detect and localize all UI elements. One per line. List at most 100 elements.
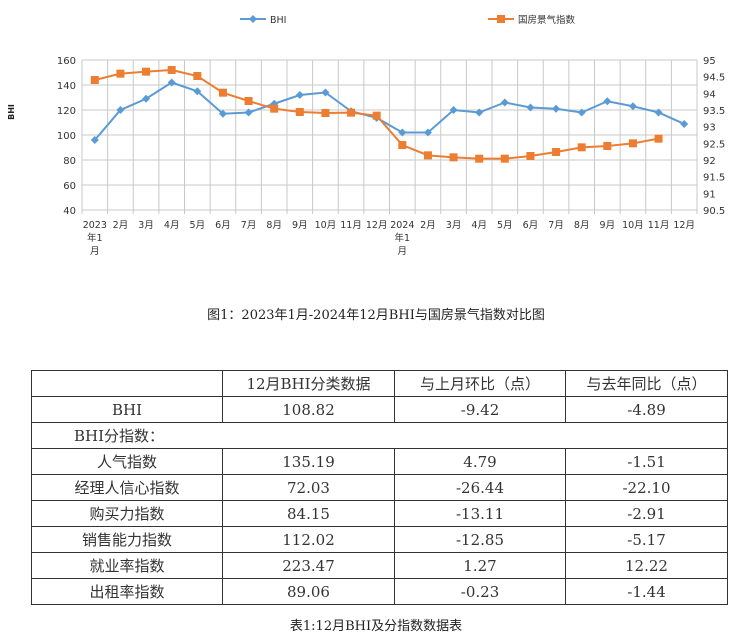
cell: -2.91 xyxy=(565,500,728,527)
data-point-marker xyxy=(90,76,99,84)
cell: 经理人信心指数 xyxy=(31,474,223,501)
x-tick-label-line: 2023 xyxy=(83,220,107,231)
data-point-marker xyxy=(628,102,637,111)
table-header-row: 12月BHI分类数据 与上月环比（点） 与去年同比（点） xyxy=(31,370,728,397)
y-tick-label: 60 xyxy=(63,181,76,192)
table-row: 经理人信心指数 72.03 -26.44 -22.10 xyxy=(31,474,728,501)
figure-caption: 图1：2023年1月-2024年12月BHI与国房景气指数对比图 xyxy=(207,308,545,323)
x-tick-label: 3月 xyxy=(446,220,462,231)
y2-tick-label: 91.5 xyxy=(703,173,725,184)
series-line-bhi xyxy=(94,81,685,141)
data-point-marker xyxy=(347,108,356,117)
legend-marker xyxy=(249,15,257,23)
data-point-marker xyxy=(218,109,227,118)
x-tick-label: 11月 xyxy=(340,220,362,231)
data-point-marker xyxy=(295,108,304,116)
cell: 135.19 xyxy=(222,448,395,475)
data-point-marker xyxy=(475,154,484,163)
data-point-marker xyxy=(167,78,176,87)
table-row: BHI分指数： xyxy=(31,422,728,449)
cell: 销售能力指数 xyxy=(31,526,223,553)
cell: -4.89 xyxy=(565,396,728,423)
y2-tick-label: 93 xyxy=(703,123,716,134)
y2-tick-label: 92 xyxy=(703,156,716,167)
header-cell: 与去年同比（点） xyxy=(565,370,728,397)
x-tick-label: 2月 xyxy=(420,220,436,231)
x-tick-label: 7月 xyxy=(241,220,257,231)
data-point-marker xyxy=(116,106,125,114)
cell: 12.22 xyxy=(565,552,728,579)
data-point-marker xyxy=(526,103,535,112)
data-point-marker xyxy=(603,142,612,150)
cell: -9.42 xyxy=(394,396,566,423)
y-axis-label: BHI xyxy=(7,104,16,120)
table-row: 就业率指数 223.47 1.27 12.22 xyxy=(31,552,728,579)
data-point-marker xyxy=(628,139,637,148)
y2-tick-label: 94.5 xyxy=(703,73,725,84)
table-row: 销售能力指数 112.02 -12.85 -5.17 xyxy=(31,526,728,553)
data-point-marker xyxy=(193,87,202,96)
x-tick-label-line: 年1 xyxy=(395,232,411,244)
data-point-marker xyxy=(295,91,304,99)
y2-tick-label: 91 xyxy=(703,189,716,200)
cell: 4.79 xyxy=(394,448,566,475)
cell: 72.03 xyxy=(222,474,395,501)
data-point-marker xyxy=(449,106,458,114)
data-point-marker xyxy=(270,104,279,113)
x-tick-label: 6月 xyxy=(523,220,539,231)
cell: 84.15 xyxy=(222,500,395,527)
data-point-marker xyxy=(552,148,561,156)
cell: 就业率指数 xyxy=(31,552,223,579)
cell: 出租率指数 xyxy=(31,578,223,605)
cell: -22.10 xyxy=(565,474,728,501)
cell: 1.27 xyxy=(394,552,566,579)
x-tick-label: 10月 xyxy=(315,220,337,231)
cell: 108.82 xyxy=(222,396,395,423)
cell: -12.85 xyxy=(394,526,566,553)
cell: 89.06 xyxy=(222,578,395,605)
data-point-marker xyxy=(90,136,99,144)
y-tick-label: 140 xyxy=(57,81,76,92)
x-tick-label: 9月 xyxy=(292,220,308,231)
table-row: BHI 108.82 -9.42 -4.89 xyxy=(31,396,728,423)
cell: -5.17 xyxy=(565,526,728,553)
x-tick-label: 10月 xyxy=(622,220,644,231)
y-tick-label: 100 xyxy=(57,131,76,142)
y-tick-label: 80 xyxy=(63,156,76,167)
table-row: 出租率指数 89.06 -0.23 -1.44 xyxy=(31,578,728,605)
table-caption: 表1:12月BHI及分指数数据表 xyxy=(289,619,463,634)
data-point-marker xyxy=(577,143,586,152)
data-point-marker xyxy=(423,128,432,137)
cell: 购买力指数 xyxy=(31,500,223,527)
x-tick-label: 2月 xyxy=(113,220,129,231)
x-tick-label: 7月 xyxy=(548,220,564,231)
x-tick-label: 2023 年1 月 xyxy=(83,220,107,257)
data-point-marker xyxy=(218,88,227,97)
x-tick-label: 4月 xyxy=(164,220,180,231)
data-point-marker xyxy=(142,94,151,103)
data-point-marker xyxy=(654,134,663,143)
data-point-marker xyxy=(603,97,612,106)
x-tick-label: 2024 年1 月 xyxy=(390,220,414,257)
x-tick-label: 5月 xyxy=(190,220,206,231)
table-row: 人气指数 135.19 4.79 -1.51 xyxy=(31,448,728,475)
data-point-marker xyxy=(552,104,561,113)
cell: 人气指数 xyxy=(31,448,223,475)
y2-tick-label: 93.5 xyxy=(703,106,725,117)
data-point-marker xyxy=(167,66,176,74)
x-tick-label: 9月 xyxy=(600,220,616,231)
legend-label: BHI xyxy=(270,15,286,26)
y-tick-label: 40 xyxy=(63,206,76,217)
data-point-marker xyxy=(500,98,509,107)
cell: -0.23 xyxy=(394,578,566,605)
x-tick-label-line: 月 xyxy=(90,246,100,257)
y2-tick-label: 90.5 xyxy=(703,206,725,217)
y2-tick-label: 95 xyxy=(703,56,716,67)
cell: -1.51 xyxy=(565,448,728,475)
cell: 223.47 xyxy=(222,552,395,579)
data-point-marker xyxy=(116,69,125,78)
data-point-marker xyxy=(193,72,202,80)
x-tick-label: 6月 xyxy=(215,220,231,231)
data-point-marker xyxy=(680,119,689,128)
sub-index-label: BHI分指数： xyxy=(31,422,728,449)
